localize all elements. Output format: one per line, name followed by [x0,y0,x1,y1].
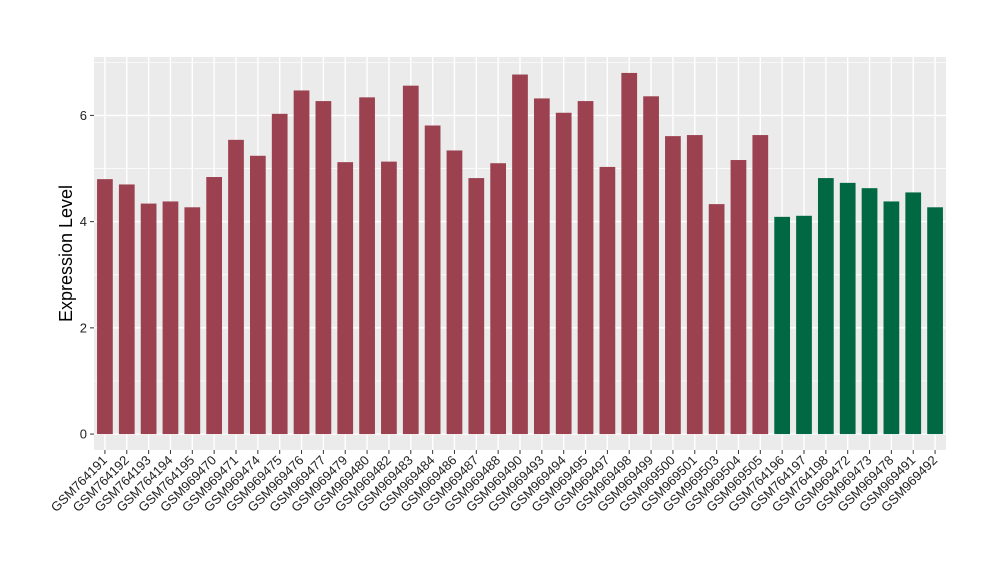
bar-GSM969480 [359,97,375,435]
bar-GSM969495 [577,101,594,435]
bar-GSM969505 [752,135,769,435]
bar-GSM969504 [730,160,747,435]
bar-GSM969484 [424,125,441,435]
bar-GSM969479 [337,162,354,435]
bar-GSM969497 [599,166,616,435]
bar-GSM969498 [621,72,638,435]
y-tick-label: 0 [80,427,87,442]
bar-GSM969483 [402,85,419,435]
bar-GSM764191 [97,179,113,435]
bar-GSM969475 [271,113,288,435]
bar-GSM969491 [905,192,922,435]
bar-GSM969476 [293,90,310,435]
bar-GSM969471 [228,139,244,435]
y-tick-label: 2 [80,320,87,335]
bar-GSM969478 [883,201,900,435]
bar-GSM969488 [490,163,507,435]
x-axis: GSM764191GSM764192GSM764193GSM764194GSM7… [48,450,940,515]
bar-GSM764194 [162,201,179,435]
bar-GSM969473 [861,188,878,435]
bar-GSM969474 [249,155,266,435]
bar-GSM969486 [446,150,463,435]
bar-GSM969503 [708,204,725,435]
bar-GSM969493 [533,98,550,435]
y-axis: 0 2 4 6 [80,108,94,442]
bar-GSM969470 [206,177,223,435]
bar-GSM764197 [796,215,812,435]
bar-GSM969492 [927,207,943,435]
bar-GSM969482 [381,161,397,435]
bar-GSM764198 [817,178,834,435]
bar-GSM764196 [774,216,791,435]
bar-GSM764192 [118,184,135,435]
bar-GSM969500 [665,136,681,435]
bar-GSM969490 [512,74,528,435]
bar-GSM969501 [686,135,703,435]
bar-GSM969499 [643,96,659,435]
bar-GSM764195 [184,207,201,435]
y-tick-label: 4 [80,214,87,229]
bar-GSM969494 [555,112,572,435]
y-tick-label: 6 [80,108,87,123]
bar-GSM764193 [140,203,157,435]
bar-GSM969487 [468,178,485,435]
bar-GSM969472 [839,182,856,435]
y-axis-title: Expression Level [56,185,76,322]
bar-GSM969477 [315,101,332,435]
bars [97,72,943,435]
